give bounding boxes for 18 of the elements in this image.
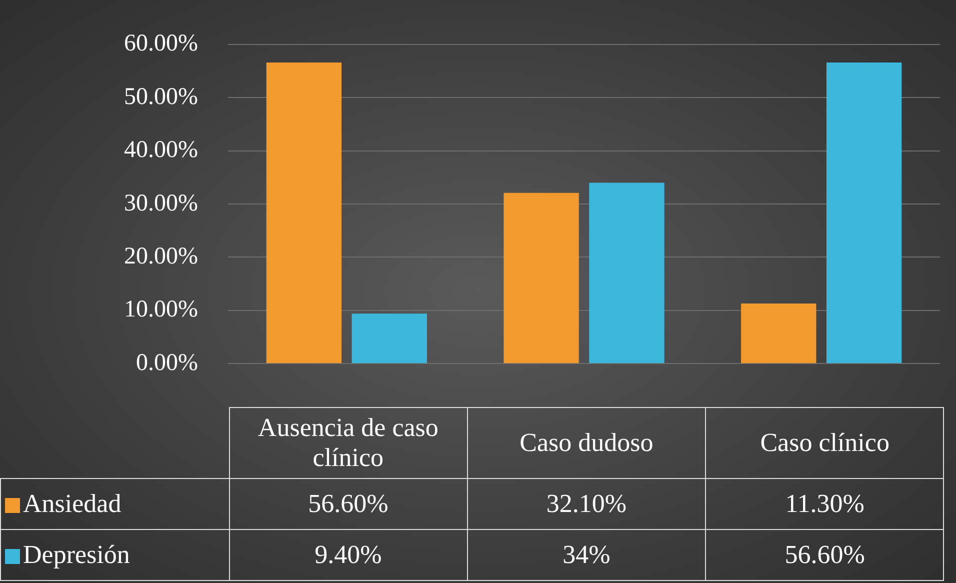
y-tick-label: 0.00% xyxy=(136,350,198,376)
data-label: 9.40% xyxy=(229,529,468,580)
y-tick-label: 50.00% xyxy=(124,84,198,110)
x-tick-label: Caso dudoso xyxy=(467,408,706,478)
y-tick-label: 40.00% xyxy=(124,137,198,164)
data-label: 34% xyxy=(467,529,706,580)
data-label: 11.30% xyxy=(706,478,944,529)
data-label: 56.60% xyxy=(229,478,468,529)
x-tick-label: Ausencia de caso clínico xyxy=(229,408,468,478)
legend-label: Depresión xyxy=(0,529,229,580)
data-label: 32.10% xyxy=(467,478,706,529)
y-tick-label: 60.00% xyxy=(124,30,198,57)
legend-label: Ansiedad xyxy=(0,478,229,529)
y-tick-label: 20.00% xyxy=(124,243,198,270)
data-label: 56.60% xyxy=(706,529,944,580)
y-tick-label: 10.00% xyxy=(124,296,198,323)
x-tick-label: Caso clínico xyxy=(706,408,944,478)
y-tick-label: 30.00% xyxy=(124,190,198,216)
